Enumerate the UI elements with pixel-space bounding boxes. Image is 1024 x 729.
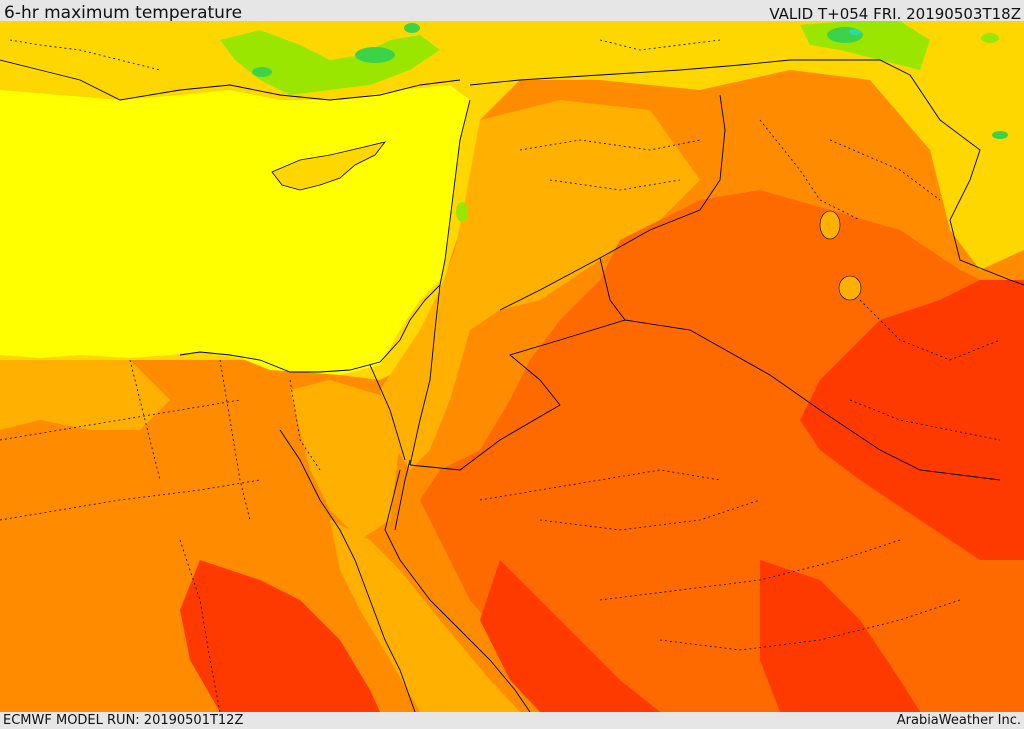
border-jordan-saudi bbox=[409, 257, 626, 471]
coastline-red-sea-east bbox=[384, 469, 531, 712]
province-boundary-11 bbox=[0, 399, 241, 441]
border-israel-jordan bbox=[409, 284, 441, 466]
coastline-red-sea-west bbox=[279, 429, 416, 712]
temperature-zone-red-arabia-south bbox=[760, 560, 920, 712]
province-boundary-4 bbox=[829, 139, 941, 201]
coastline-gulf-aqaba bbox=[394, 459, 411, 531]
model-run-label: ECMWF MODEL RUN: 20190501T12Z bbox=[3, 713, 244, 728]
temperature-map bbox=[0, 21, 1024, 712]
footer-bar bbox=[0, 712, 1024, 729]
lake-tharthar bbox=[819, 210, 841, 240]
province-boundary-14 bbox=[219, 359, 251, 521]
lake-habbaniyah bbox=[838, 275, 862, 301]
border-iraq-saudi bbox=[624, 319, 1001, 481]
temperature-zone-sinai bbox=[290, 380, 400, 540]
credit-label: ArabiaWeather Inc. bbox=[896, 713, 1021, 728]
province-boundary-10 bbox=[659, 599, 961, 651]
temperature-zone-egypt-west bbox=[0, 360, 170, 430]
temperature-zone-cool-3 bbox=[404, 23, 420, 33]
temperature-zone-red-east bbox=[800, 280, 1024, 560]
temperature-zone-levant bbox=[380, 100, 700, 470]
temperature-zone-arabia bbox=[420, 190, 1024, 712]
border-syria-turkey bbox=[469, 59, 791, 86]
province-boundary-7 bbox=[479, 469, 721, 501]
temperature-zone-cool-5 bbox=[849, 29, 861, 35]
temperature-zone-cool-8 bbox=[456, 202, 468, 222]
valid-time: VALID T+054 FRI. 20190503T18Z bbox=[769, 5, 1021, 23]
province-boundary-16 bbox=[179, 539, 221, 712]
province-boundary-8 bbox=[539, 499, 761, 531]
temperature-zone-cool-2 bbox=[252, 67, 272, 77]
province-boundary-2 bbox=[549, 179, 681, 191]
border-syria-iraq bbox=[499, 94, 726, 311]
temperature-zone-cool-1 bbox=[355, 47, 395, 63]
cyprus-island bbox=[271, 141, 387, 191]
province-boundary-6 bbox=[849, 399, 1001, 441]
province-boundary-15 bbox=[289, 379, 321, 471]
header-bar bbox=[0, 0, 1024, 21]
coastline-levant bbox=[179, 99, 471, 373]
province-boundary-9 bbox=[599, 539, 901, 601]
temperature-zone-red-africa bbox=[180, 560, 380, 712]
province-boundary-13 bbox=[129, 359, 161, 481]
province-boundary-1 bbox=[519, 139, 701, 151]
province-boundary-12 bbox=[0, 479, 261, 521]
temperature-zone-red-sea bbox=[330, 520, 520, 712]
border-egypt-israel bbox=[369, 364, 406, 461]
coastline-north-aegean bbox=[0, 59, 461, 101]
temperature-zone-green-north bbox=[220, 30, 440, 95]
temperature-zone-cool-6 bbox=[981, 33, 999, 43]
border-iraq-east bbox=[790, 59, 1024, 286]
map-title: 6-hr maximum temperature bbox=[4, 3, 243, 23]
temperature-zone-cool-7 bbox=[992, 131, 1008, 139]
province-boundary-18 bbox=[599, 39, 721, 51]
temperature-zone-red-south bbox=[480, 560, 660, 712]
province-boundary-17 bbox=[9, 39, 161, 71]
